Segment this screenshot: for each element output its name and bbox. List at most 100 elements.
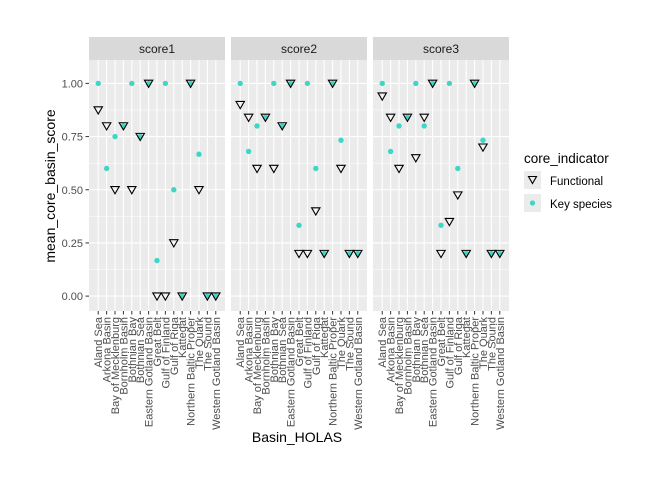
point-key-species-arkona-basin-score2 [245, 148, 252, 155]
point-functional-bornholm-basin-score3 [402, 113, 413, 123]
point-key-species-arkona-basin-score1 [103, 165, 110, 172]
x-tick-label-bornholm-basin: Bornholm Basin [260, 317, 272, 395]
point-functional-gulf-of-finland-score2 [302, 249, 313, 259]
x-tick-label-gulf-of-riga: Gulf of Riga [311, 316, 323, 375]
point-key-species-aland-sea-score3 [379, 80, 385, 87]
x-tick-label-bothnian-sea: Bothnian Sea [277, 316, 289, 383]
point-functional-gulf-of-riga-score1 [168, 239, 179, 249]
point-key-species-the-quark-score1 [196, 151, 202, 157]
point-key-species-bothnian-bay-score1 [129, 80, 135, 87]
strip-label-score1: score1 [139, 42, 175, 56]
point-key-species-aland-sea-score2 [237, 80, 243, 87]
point-functional-gulf-of-finland-score3 [444, 217, 455, 227]
point-functional-northern-baltic-proper-score2 [327, 79, 338, 89]
strip-score1 [89, 37, 225, 60]
point-functional-the-quark-score3 [477, 143, 489, 153]
x-tick-label-kattegat: Kattegat [177, 317, 189, 358]
x-tick-label-kattegat: Kattegat [461, 317, 473, 358]
legend-key-functional-bg [524, 171, 541, 189]
point-functional-the-quark-score1 [193, 186, 205, 195]
point-functional-arkona-basin-score3 [385, 113, 396, 123]
point-key-species-bay-of-mecklenburg-score2 [254, 123, 260, 129]
point-functional-gulf-of-riga-score3 [452, 191, 463, 201]
point-functional-bothnian-bay-score1 [126, 186, 137, 195]
point-key-species-great-belt-score2 [296, 222, 302, 228]
point-functional-aland-sea-score2 [235, 100, 246, 110]
point-functional-bay-of-mecklenburg-score2 [251, 164, 263, 174]
legend: core_indicator Functional Key species [524, 151, 612, 212]
x-tick-label-gulf-of-riga: Gulf of Riga [453, 316, 465, 375]
point-functional-bothnian-sea-score2 [277, 122, 288, 132]
point-functional-arkona-basin-score1 [101, 122, 112, 132]
x-tick-label-arkona-basin: Arkona Basin [102, 317, 114, 382]
point-key-species-bothnian-bay-score2 [271, 80, 277, 87]
x-tick-label-bay-of-mecklenburg: Bay of Mecklenburg [252, 317, 264, 414]
x-tick-label-gulf-of-finland: Gulf of Finland [160, 317, 172, 389]
point-key-species-bay-of-mecklenburg-score1 [112, 133, 118, 140]
x-tick-label-the-quark: The Quark [478, 317, 490, 369]
point-functional-great-belt-score3 [435, 249, 447, 259]
point-key-species-gulf-of-riga-score2 [313, 165, 319, 172]
y-tick-label: 0.50 [62, 185, 83, 197]
point-functional-bothnian-sea-score3 [419, 113, 430, 123]
x-tick-label-bay-of-mecklenburg: Bay of Mecklenburg [394, 317, 406, 414]
x-tick-label-bothnian-bay: Bothnian Bay [127, 317, 139, 383]
point-functional-bornholm-basin-score1 [118, 122, 129, 132]
x-tick-label-great-belt: Great Belt [152, 317, 164, 367]
point-functional-aland-sea-score3 [377, 92, 388, 102]
x-tick-label-bothnian-bay: Bothnian Bay [269, 317, 281, 383]
point-key-species-gulf-of-finland-score3 [446, 80, 453, 87]
x-tick-label-the-quark: The Quark [194, 317, 206, 369]
point-key-species-arkona-basin-score3 [387, 148, 394, 155]
y-axis-title: mean_core_basin_score [42, 109, 58, 263]
point-functional-the-sound-score3 [486, 249, 497, 259]
x-tick-label-gulf-of-riga: Gulf of Riga [169, 316, 181, 375]
legend-label-key-species: Key species [550, 199, 612, 211]
point-functional-kattegat-score2 [319, 249, 330, 259]
point-functional-kattegat-score1 [177, 292, 188, 302]
x-tick-label-kattegat: Kattegat [319, 317, 331, 358]
y-axis: 0.00 0.25 0.50 0.75 1.00 [62, 78, 89, 303]
x-tick-label-arkona-basin: Arkona Basin [386, 317, 398, 382]
y-tick-label: 0.00 [62, 291, 83, 303]
point-functional-arkona-basin-score2 [243, 113, 254, 123]
point-functional-eastern-gotland-basin-score3 [427, 79, 438, 89]
point-functional-eastern-gotland-basin-score2 [285, 79, 296, 89]
point-functional-western-gotland-basin-score1 [210, 292, 221, 302]
point-functional-bay-of-mecklenburg-score3 [393, 164, 405, 174]
strip-score2 [231, 37, 367, 60]
point-functional-bornholm-basin-score2 [260, 113, 271, 123]
point-functional-great-belt-score1 [151, 292, 163, 302]
point-functional-the-sound-score1 [202, 292, 213, 302]
strip-label-score2: score2 [281, 42, 317, 56]
point-key-species-gulf-of-riga-score3 [455, 165, 461, 172]
x-tick-label-gulf-of-finland: Gulf of Finland [302, 317, 314, 389]
x-tick-label-the-sound: The Sound [202, 317, 214, 371]
x-tick-label-eastern-gotland-basin: Eastern Gotland Basin [286, 317, 298, 427]
x-axis-title: Basin_HOLAS [252, 429, 342, 445]
x-tick-label-northern-baltic-proper: Northern Baltic Proper [470, 317, 482, 426]
point-key-species-great-belt-score3 [438, 222, 444, 228]
x-tick-label-northern-baltic-proper: Northern Baltic Proper [186, 317, 198, 426]
y-tick-label: 1.00 [62, 78, 83, 90]
x-tick-label-the-sound: The Sound [344, 317, 356, 371]
point-functional-kattegat-score3 [461, 249, 472, 259]
point-functional-eastern-gotland-basin-score1 [143, 79, 154, 89]
point-functional-bay-of-mecklenburg-score1 [109, 186, 121, 195]
point-functional-the-sound-score2 [344, 249, 355, 259]
legend-key-functional-triangle [527, 175, 538, 185]
x-tick-label-aland-sea: Aland Sea [377, 316, 389, 368]
legend-key-key-species-dot [529, 200, 536, 206]
point-key-species-bothnian-sea-score3 [421, 123, 427, 129]
x-tick-label-western-gotland-basin: Western Gotland Basin [495, 317, 507, 430]
point-functional-bothnian-bay-score2 [268, 164, 279, 174]
point-functional-northern-baltic-proper-score3 [469, 79, 480, 89]
x-tick-label-great-belt: Great Belt [294, 317, 306, 367]
x-tick-label-great-belt: Great Belt [436, 317, 448, 367]
x-tick-label-the-sound: The Sound [486, 317, 498, 371]
